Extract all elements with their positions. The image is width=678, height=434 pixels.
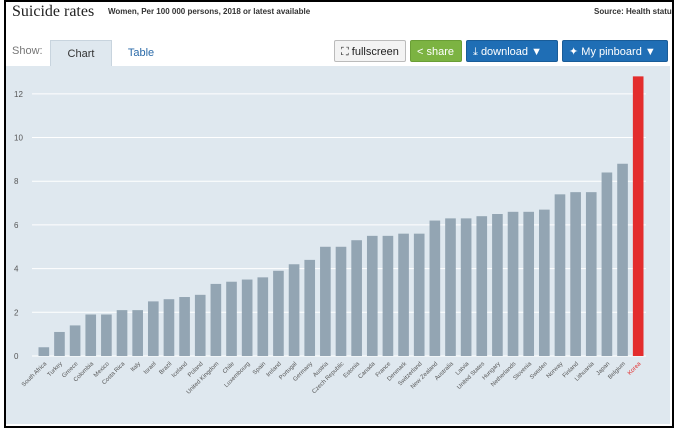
download-icon: ⤓ xyxy=(473,46,478,58)
bar-israel[interactable] xyxy=(147,301,159,356)
x-tick-label: Belgium xyxy=(607,361,627,381)
expand-icon: ⛶ xyxy=(341,46,349,58)
bar-turkey[interactable] xyxy=(54,331,65,356)
y-tick-label: 2 xyxy=(14,308,19,317)
bar-hungary[interactable] xyxy=(492,214,503,356)
x-tick-label: Canada xyxy=(358,361,378,381)
x-tick-label: Iceland xyxy=(171,361,189,379)
bar-korea[interactable] xyxy=(632,76,644,356)
pinboard-label: My pinboard ▼ xyxy=(581,46,656,58)
toolbar: Show: Chart Table ⛶ fullscreen < share ⤓… xyxy=(4,38,670,66)
bar-denmark[interactable] xyxy=(398,233,409,356)
bar-spain[interactable] xyxy=(257,277,269,356)
bar-japan[interactable] xyxy=(601,172,613,356)
share-icon: < xyxy=(417,46,424,58)
x-tick-label: Italy xyxy=(130,361,142,373)
bar-luxembourg[interactable] xyxy=(241,279,253,356)
page-title: Suicide rates xyxy=(12,3,95,20)
show-label: Show: xyxy=(12,45,43,57)
bar-czech-republic[interactable] xyxy=(335,246,347,356)
bar-colombia[interactable] xyxy=(85,314,97,356)
fullscreen-button[interactable]: ⛶ fullscreen xyxy=(334,40,406,62)
bar-new-zealand[interactable] xyxy=(429,220,441,356)
page-subtitle: Women, Per 100 000 persons, 2018 or late… xyxy=(108,7,311,16)
bar-slovenia[interactable] xyxy=(523,211,535,356)
share-button[interactable]: < share xyxy=(410,40,462,62)
x-tick-label: Korea xyxy=(627,361,643,377)
bar-canada[interactable] xyxy=(366,235,378,356)
source-label: Source: Health status xyxy=(594,7,672,16)
pin-icon: ✦ xyxy=(569,46,579,58)
bar-chile[interactable] xyxy=(226,281,237,356)
download-label: download ▼ xyxy=(480,46,542,58)
bar-ireland[interactable] xyxy=(273,270,284,356)
bar-germany[interactable] xyxy=(304,259,316,356)
bar-austria[interactable] xyxy=(320,246,331,356)
y-tick-label: 10 xyxy=(14,134,23,143)
x-tick-label: Sweden xyxy=(529,361,549,381)
bar-belgium[interactable] xyxy=(617,163,628,356)
y-tick-label: 4 xyxy=(14,265,19,274)
bar-switzerland[interactable] xyxy=(413,233,425,356)
bar-costa-rica[interactable] xyxy=(116,310,128,356)
bar-latvia[interactable] xyxy=(460,218,472,356)
tab-table[interactable]: Table xyxy=(127,47,155,59)
pinboard-button[interactable]: ✦ My pinboard ▼ xyxy=(562,40,668,62)
x-tick-label: South Africa xyxy=(21,361,49,389)
bar-estonia[interactable] xyxy=(351,240,362,356)
bar-netherlands[interactable] xyxy=(507,211,519,356)
bar-australia[interactable] xyxy=(445,218,456,356)
y-tick-label: 0 xyxy=(14,352,19,361)
x-tick-label: Norway xyxy=(546,361,565,380)
bar-france[interactable] xyxy=(382,235,394,356)
bar-greece[interactable] xyxy=(69,325,81,356)
bar-poland[interactable] xyxy=(194,294,206,356)
bar-south-africa[interactable] xyxy=(38,347,50,356)
bar-iceland[interactable] xyxy=(179,297,190,356)
bar-italy[interactable] xyxy=(132,310,143,356)
bar-finland[interactable] xyxy=(570,192,581,356)
download-button[interactable]: ⤓ download ▼ xyxy=(466,40,558,62)
bar-sweden[interactable] xyxy=(539,209,550,356)
bar-mexico[interactable] xyxy=(101,314,112,356)
chart-area: 0 2 4 6 8 10 12 South Africa Turkey Greece Colombi… xyxy=(6,66,670,424)
bar-lithuania[interactable] xyxy=(585,192,597,356)
tab-chart[interactable]: Chart xyxy=(50,40,112,66)
bar-brazil[interactable] xyxy=(163,299,175,356)
bar-portugal[interactable] xyxy=(288,264,300,356)
bar-united-states[interactable] xyxy=(476,216,488,356)
y-tick-label: 8 xyxy=(14,177,19,186)
x-tick-label: Israel xyxy=(143,361,158,376)
y-tick-label: 12 xyxy=(14,90,23,99)
share-label: share xyxy=(426,46,455,58)
bar-united-kingdom[interactable] xyxy=(210,283,222,356)
fullscreen-label: fullscreen xyxy=(351,46,399,58)
y-tick-label: 6 xyxy=(14,221,19,230)
bar-norway[interactable] xyxy=(554,194,566,356)
